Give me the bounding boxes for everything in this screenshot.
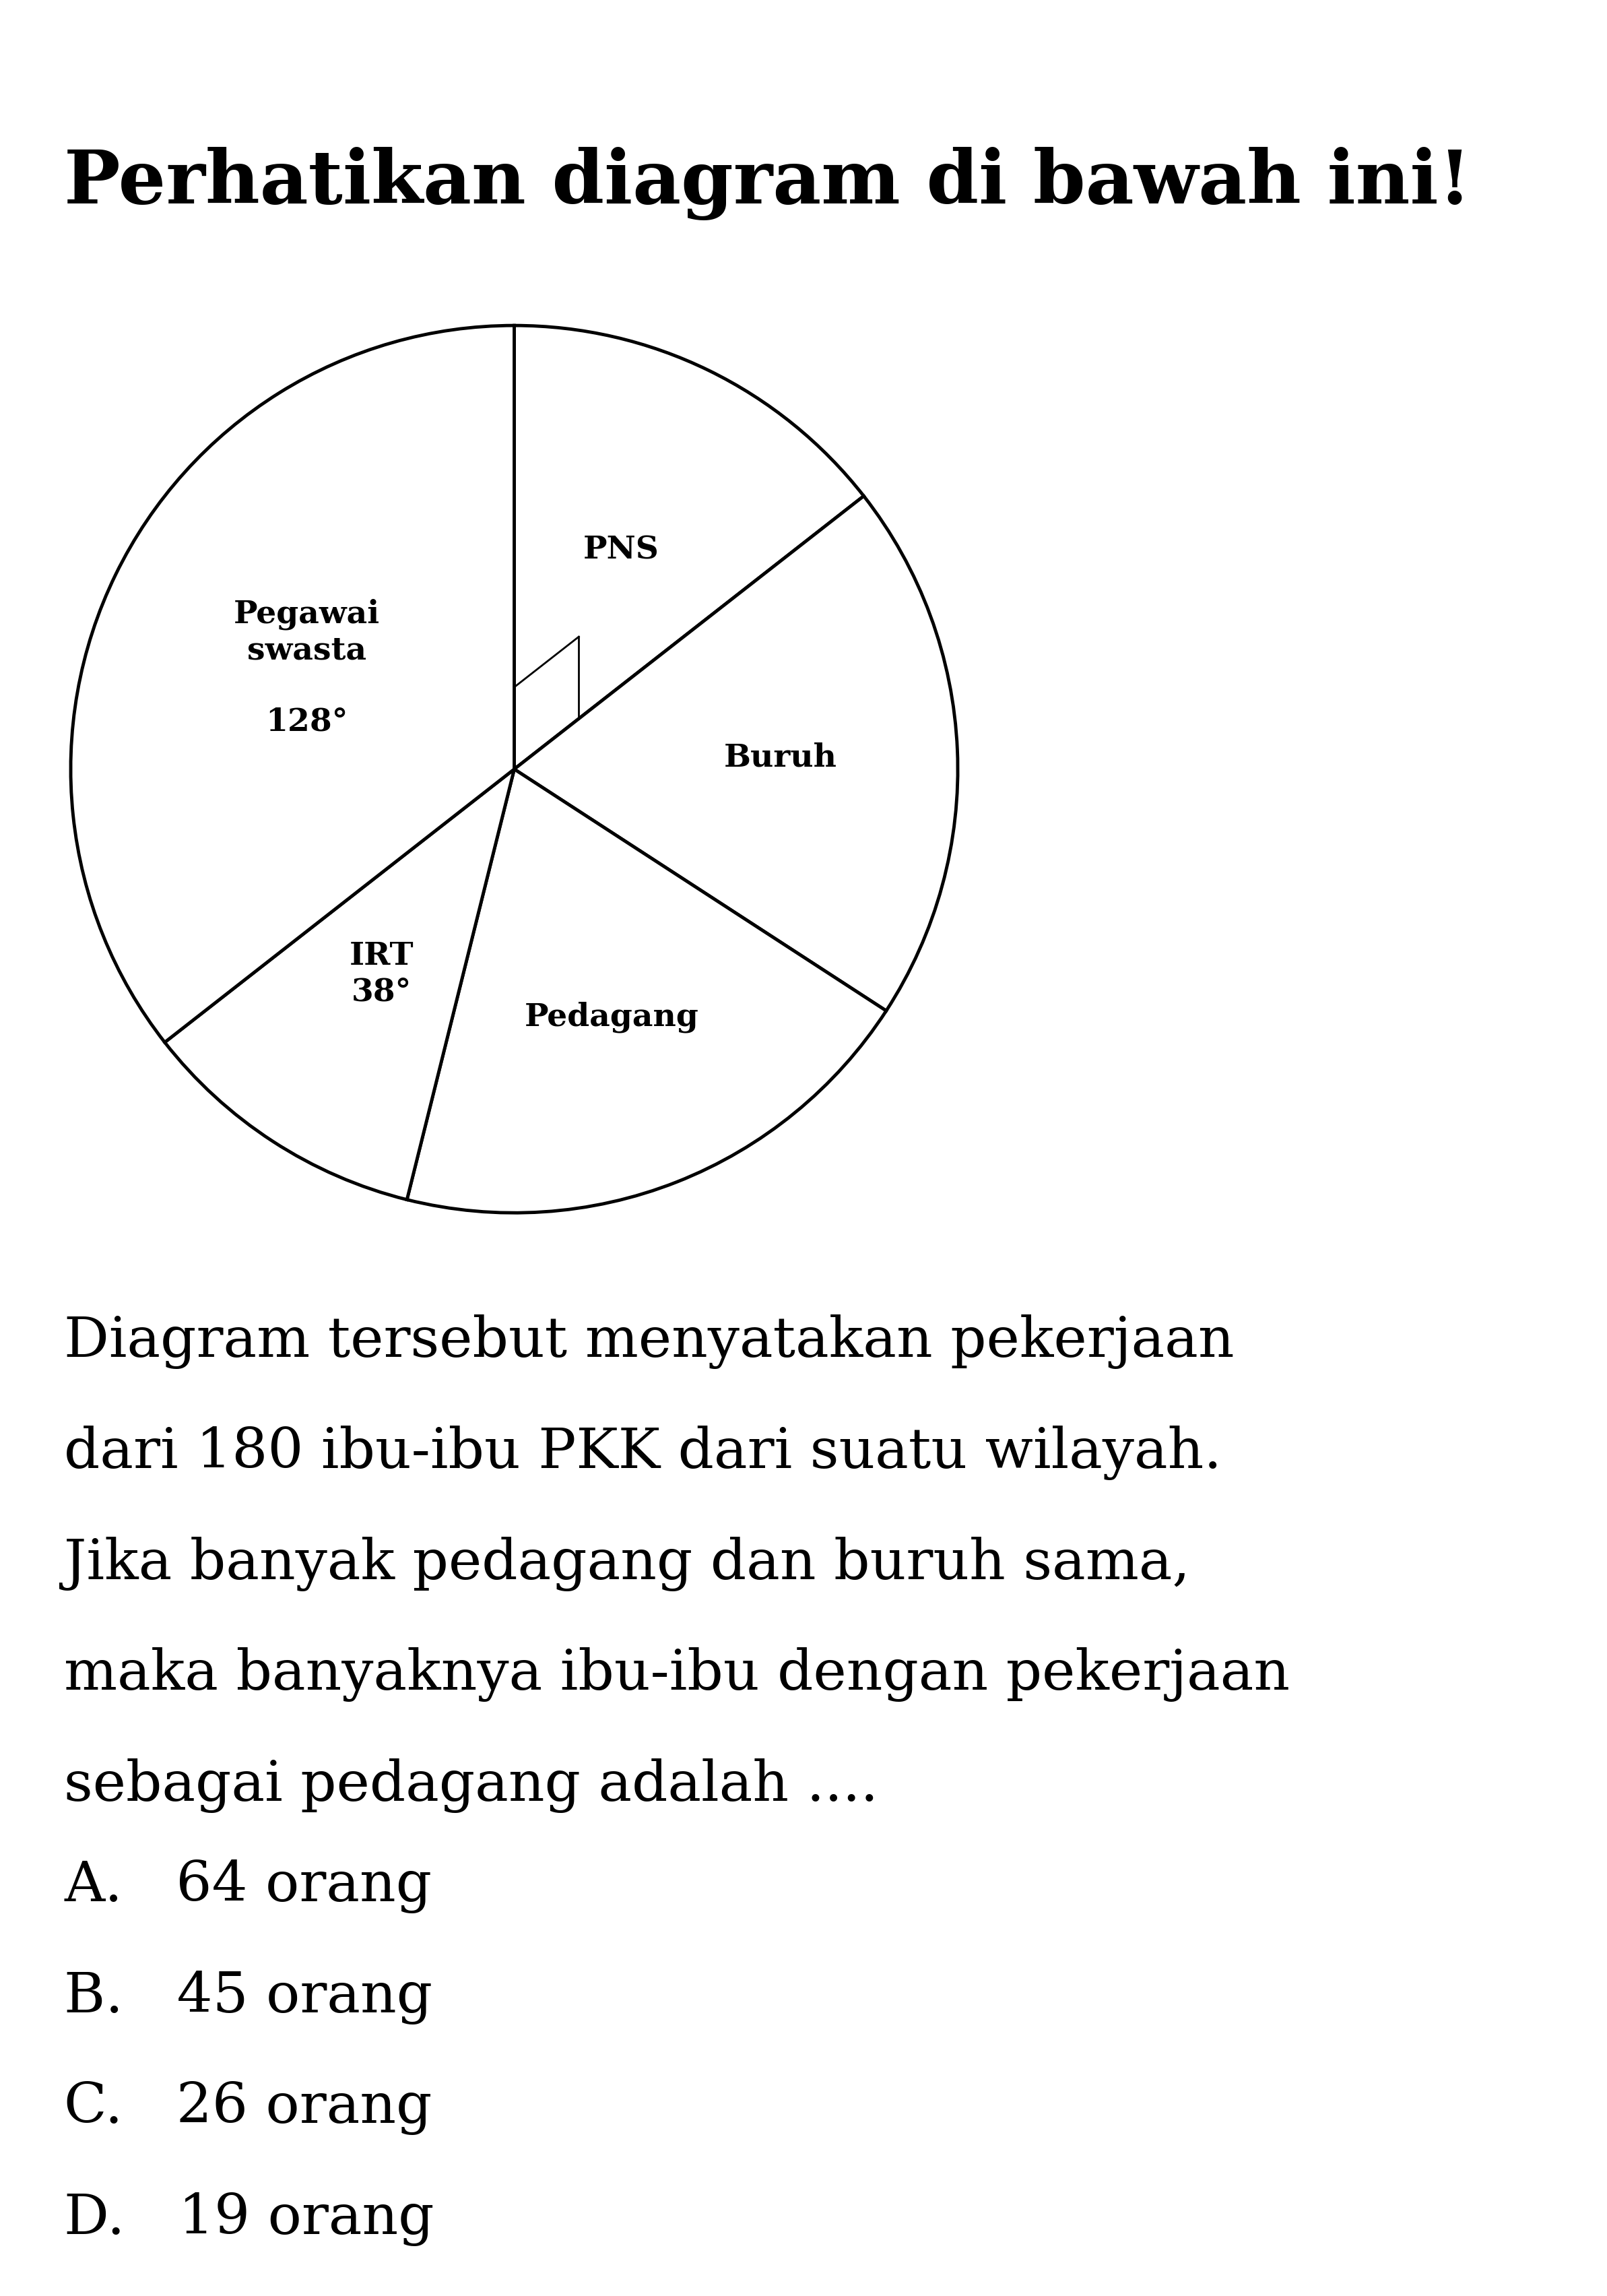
- Wedge shape: [407, 769, 885, 1212]
- Wedge shape: [71, 326, 514, 1042]
- Text: A.   64 orang: A. 64 orang: [64, 1860, 432, 1913]
- Text: Pedagang: Pedagang: [524, 1001, 699, 1033]
- Wedge shape: [514, 496, 958, 1010]
- Text: IRT
38°: IRT 38°: [349, 941, 413, 1008]
- Text: D.   19 orang: D. 19 orang: [64, 2193, 434, 2245]
- Text: Buruh: Buruh: [723, 742, 837, 774]
- Text: sebagai pedagang adalah ....: sebagai pedagang adalah ....: [64, 1759, 879, 1814]
- Text: dari 180 ibu-ibu PKK dari suatu wilayah.: dari 180 ibu-ibu PKK dari suatu wilayah.: [64, 1426, 1221, 1481]
- Text: PNS: PNS: [583, 535, 659, 565]
- Text: Perhatikan diagram di bawah ini!: Perhatikan diagram di bawah ini!: [64, 147, 1472, 220]
- Wedge shape: [166, 769, 514, 1199]
- Wedge shape: [514, 326, 863, 769]
- Text: Pegawai
swasta

128°: Pegawai swasta 128°: [235, 599, 381, 737]
- Text: maka banyaknya ibu-ibu dengan pekerjaan: maka banyaknya ibu-ibu dengan pekerjaan: [64, 1649, 1290, 1701]
- Text: Diagram tersebut menyatakan pekerjaan: Diagram tersebut menyatakan pekerjaan: [64, 1316, 1234, 1368]
- Text: Jika banyak pedagang dan buruh sama,: Jika banyak pedagang dan buruh sama,: [64, 1536, 1191, 1591]
- Text: C.   26 orang: C. 26 orang: [64, 2082, 432, 2135]
- Text: B.   45 orang: B. 45 orang: [64, 1970, 432, 2025]
